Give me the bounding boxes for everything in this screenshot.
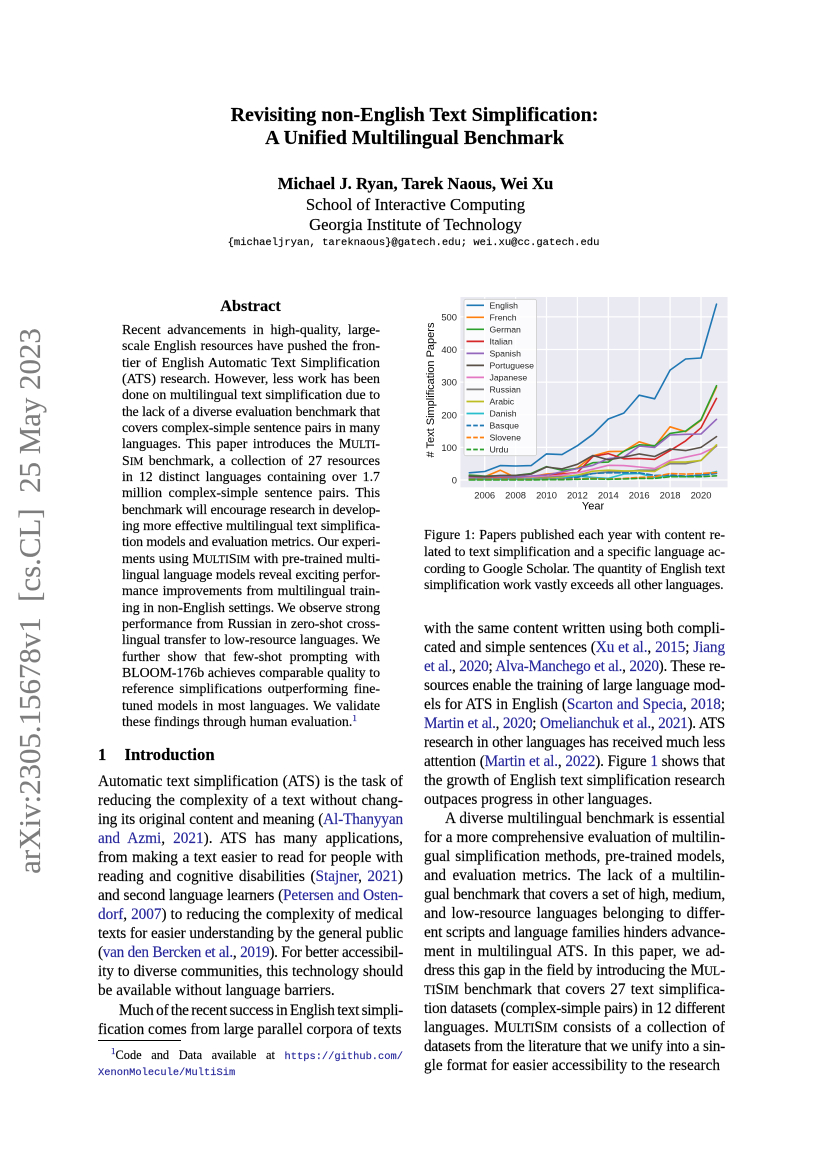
svg-text:German: German <box>490 325 522 335</box>
svg-text:0: 0 <box>452 475 457 486</box>
svg-text:Urdu: Urdu <box>490 445 509 455</box>
svg-text:200: 200 <box>441 409 457 420</box>
svg-text:# Text Simplification Papers: # Text Simplification Papers <box>425 322 437 457</box>
svg-text:Portuguese: Portuguese <box>490 361 535 371</box>
svg-text:100: 100 <box>441 442 457 453</box>
svg-text:Basque: Basque <box>490 421 520 431</box>
svg-text:Italian: Italian <box>490 337 513 347</box>
svg-text:400: 400 <box>441 344 457 355</box>
svg-text:French: French <box>490 313 517 323</box>
svg-text:Spanish: Spanish <box>490 349 522 359</box>
svg-text:English: English <box>490 301 519 311</box>
svg-text:Russian: Russian <box>490 385 522 395</box>
svg-text:Arabic: Arabic <box>490 397 515 407</box>
svg-text:2018: 2018 <box>660 490 681 501</box>
svg-text:Danish: Danish <box>490 409 517 419</box>
svg-text:2014: 2014 <box>598 490 619 501</box>
svg-text:Slovene: Slovene <box>490 433 522 443</box>
svg-text:2012: 2012 <box>567 490 588 501</box>
svg-text:2010: 2010 <box>536 490 557 501</box>
svg-text:Year: Year <box>582 501 605 513</box>
svg-text:Japanese: Japanese <box>490 373 528 383</box>
svg-text:500: 500 <box>441 311 457 322</box>
svg-text:2006: 2006 <box>474 490 495 501</box>
svg-text:2020: 2020 <box>691 490 712 501</box>
svg-text:300: 300 <box>441 377 457 388</box>
svg-text:2016: 2016 <box>629 490 650 501</box>
svg-text:2008: 2008 <box>505 490 526 501</box>
